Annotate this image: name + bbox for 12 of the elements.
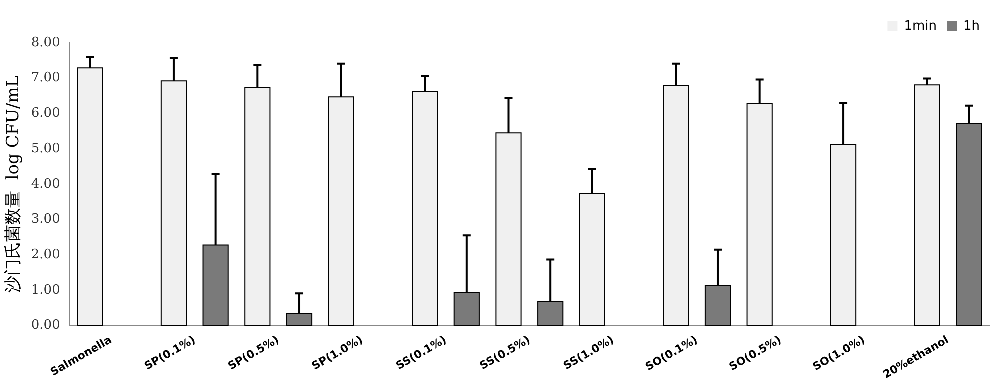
y-tick-label: 7.00 — [31, 70, 60, 86]
y-tick-label: 8.00 — [31, 35, 60, 50]
y-tick-label: 6.00 — [31, 106, 60, 122]
y-tick-label: 3.00 — [31, 212, 60, 228]
y-tick-label: 4.00 — [31, 176, 60, 192]
y-tick-label: 2.00 — [31, 248, 60, 263]
y-axis-title: 沙门氏菌数量 log CFU/mL — [4, 76, 24, 293]
y-tick-label: 0.00 — [31, 318, 60, 334]
y-tick-label: 5.00 — [31, 141, 60, 156]
legend-label: 1h — [963, 18, 980, 34]
y-tick-label: 1.00 — [31, 282, 60, 298]
legend-label: 1min — [904, 18, 937, 34]
